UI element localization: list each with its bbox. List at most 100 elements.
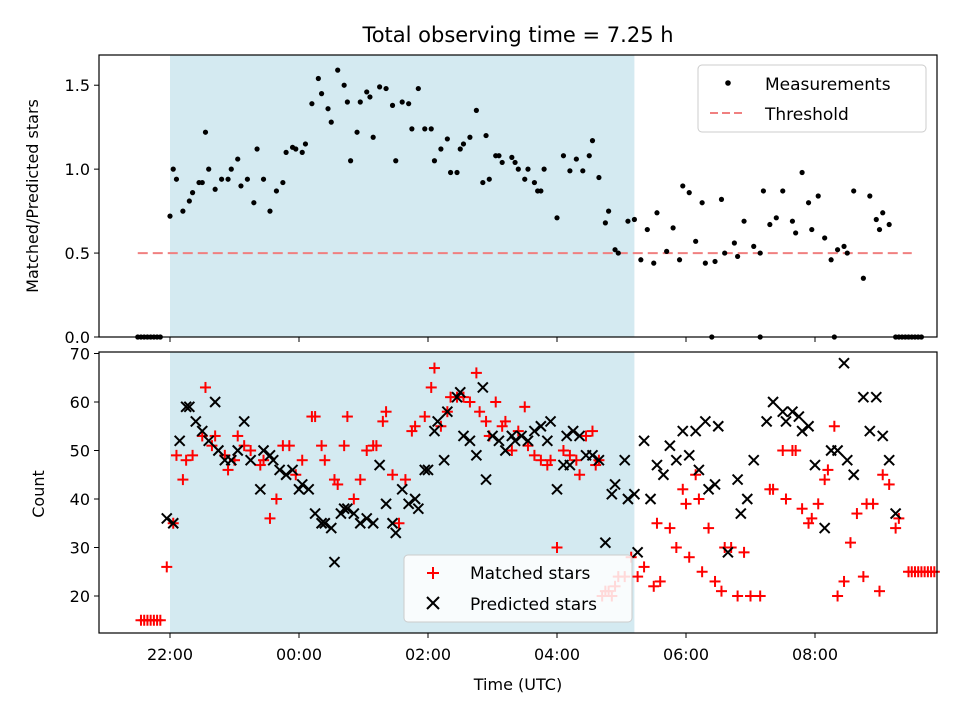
predicted-star-point bbox=[464, 435, 476, 447]
predicted-star-point bbox=[777, 405, 789, 418]
measurement-point bbox=[515, 166, 521, 172]
measurement-point bbox=[602, 220, 608, 226]
predicted-star-point bbox=[173, 435, 186, 447]
matched-star-point bbox=[651, 517, 663, 529]
predicted-star-point bbox=[302, 483, 315, 496]
matched-star-point bbox=[564, 449, 576, 461]
measurement-point bbox=[225, 176, 231, 182]
predicted-star-point bbox=[499, 444, 512, 457]
matched-star-point bbox=[754, 590, 766, 602]
matched-star-point bbox=[354, 474, 366, 486]
predicted-star-point bbox=[796, 425, 808, 437]
matched-star-point bbox=[258, 454, 270, 466]
predicted-star-point bbox=[609, 478, 621, 491]
measurement-point bbox=[406, 101, 412, 107]
matched-star-point bbox=[883, 478, 895, 490]
measurement-point bbox=[486, 176, 492, 182]
measurement-point bbox=[219, 176, 225, 182]
bottom-y-axis-label: Count bbox=[29, 470, 48, 518]
matched-star-point bbox=[370, 440, 382, 452]
matched-star-point bbox=[380, 406, 392, 418]
measurement-point bbox=[377, 84, 383, 90]
measurement-point bbox=[364, 89, 370, 95]
predicted-star-point bbox=[438, 454, 450, 466]
measurement-point bbox=[399, 99, 405, 105]
predicted-star-point bbox=[319, 517, 331, 529]
measurement-point bbox=[699, 200, 705, 206]
measurement-point bbox=[789, 218, 796, 224]
bottom-y-tick-label: 40 bbox=[70, 490, 90, 509]
predicted-star-point bbox=[273, 464, 286, 476]
predicted-star-point bbox=[267, 454, 279, 466]
matched-star-point bbox=[296, 454, 308, 466]
matched-star-point bbox=[777, 445, 789, 456]
measurement-point bbox=[751, 243, 757, 249]
predicted-star-point bbox=[390, 527, 402, 539]
matched-star-point bbox=[648, 580, 660, 592]
matched-star-point bbox=[464, 396, 476, 408]
predicted-star-point bbox=[244, 454, 257, 466]
predicted-star-point bbox=[325, 522, 337, 534]
measurement-point bbox=[809, 226, 815, 233]
measurement-point bbox=[299, 149, 305, 155]
measurement-point bbox=[415, 85, 421, 92]
bottom-panel: 20 30 40 50 60 70 22:00 00:00 02:00 04:00 06:00 08… bbox=[29, 345, 940, 694]
matched-star-point bbox=[519, 401, 531, 413]
predicted-star-point bbox=[280, 469, 292, 481]
measurement-point bbox=[280, 179, 286, 186]
measurement-point bbox=[509, 154, 515, 160]
top-x-ticks bbox=[169, 337, 816, 342]
predicted-star-point bbox=[593, 454, 605, 466]
bottom-y-tick-label: 30 bbox=[70, 539, 90, 558]
matched-star-point bbox=[245, 445, 257, 456]
matched-star-point bbox=[270, 493, 282, 505]
predicted-star-point bbox=[412, 502, 425, 515]
bottom-legend: Matched stars Predicted stars bbox=[403, 554, 633, 623]
matched-star-point bbox=[580, 430, 592, 442]
measurement-point bbox=[409, 126, 415, 132]
measurement-point bbox=[422, 126, 428, 132]
measurement-point bbox=[189, 190, 196, 196]
matched-star-point bbox=[857, 571, 869, 583]
predicted-star-point bbox=[767, 396, 779, 408]
legend-marker-measurements bbox=[725, 80, 731, 86]
matched-star-point bbox=[425, 381, 437, 393]
measurement-point bbox=[834, 247, 841, 253]
matched-star-point bbox=[545, 454, 557, 466]
legend-label-matched: Matched stars bbox=[470, 564, 590, 584]
matched-star-point bbox=[677, 483, 689, 495]
measurement-point bbox=[676, 257, 683, 263]
measurement-point bbox=[596, 174, 602, 181]
bottom-x-tick-label: 08:00 bbox=[792, 645, 838, 664]
bottom-x-tick-label: 02:00 bbox=[405, 645, 451, 664]
measurement-point bbox=[499, 159, 505, 166]
matched-star-point bbox=[290, 469, 302, 481]
matched-star-point bbox=[419, 411, 431, 423]
predicted-star-point bbox=[831, 444, 844, 457]
predicted-star-point bbox=[209, 396, 221, 408]
predicted-star-point bbox=[422, 464, 434, 476]
measurement-point bbox=[480, 179, 486, 186]
predicted-star-point bbox=[522, 435, 534, 447]
measurement-point bbox=[664, 248, 670, 254]
bottom-x-tick-label: 04:00 bbox=[534, 645, 580, 664]
matched-star-point bbox=[654, 575, 666, 587]
measurement-point bbox=[357, 99, 363, 105]
top-shaded-interval bbox=[170, 55, 635, 337]
predicted-star-point bbox=[486, 430, 499, 442]
predicted-star-point bbox=[651, 459, 663, 471]
measurement-point bbox=[793, 230, 799, 236]
matched-star-point bbox=[161, 561, 173, 573]
predicted-star-point bbox=[551, 483, 563, 496]
matched-star-point bbox=[332, 478, 344, 490]
measurement-point bbox=[757, 250, 763, 256]
predicted-star-point bbox=[380, 498, 392, 510]
matched-star-point bbox=[819, 474, 831, 486]
matched-star-point bbox=[457, 391, 469, 403]
matched-star-point bbox=[570, 454, 582, 466]
predicted-star-point bbox=[693, 464, 705, 476]
predicted-star-point bbox=[225, 454, 237, 466]
measurement-point bbox=[309, 101, 315, 107]
bottom-x-tick-label: 06:00 bbox=[663, 645, 709, 664]
measurement-point bbox=[293, 146, 299, 152]
